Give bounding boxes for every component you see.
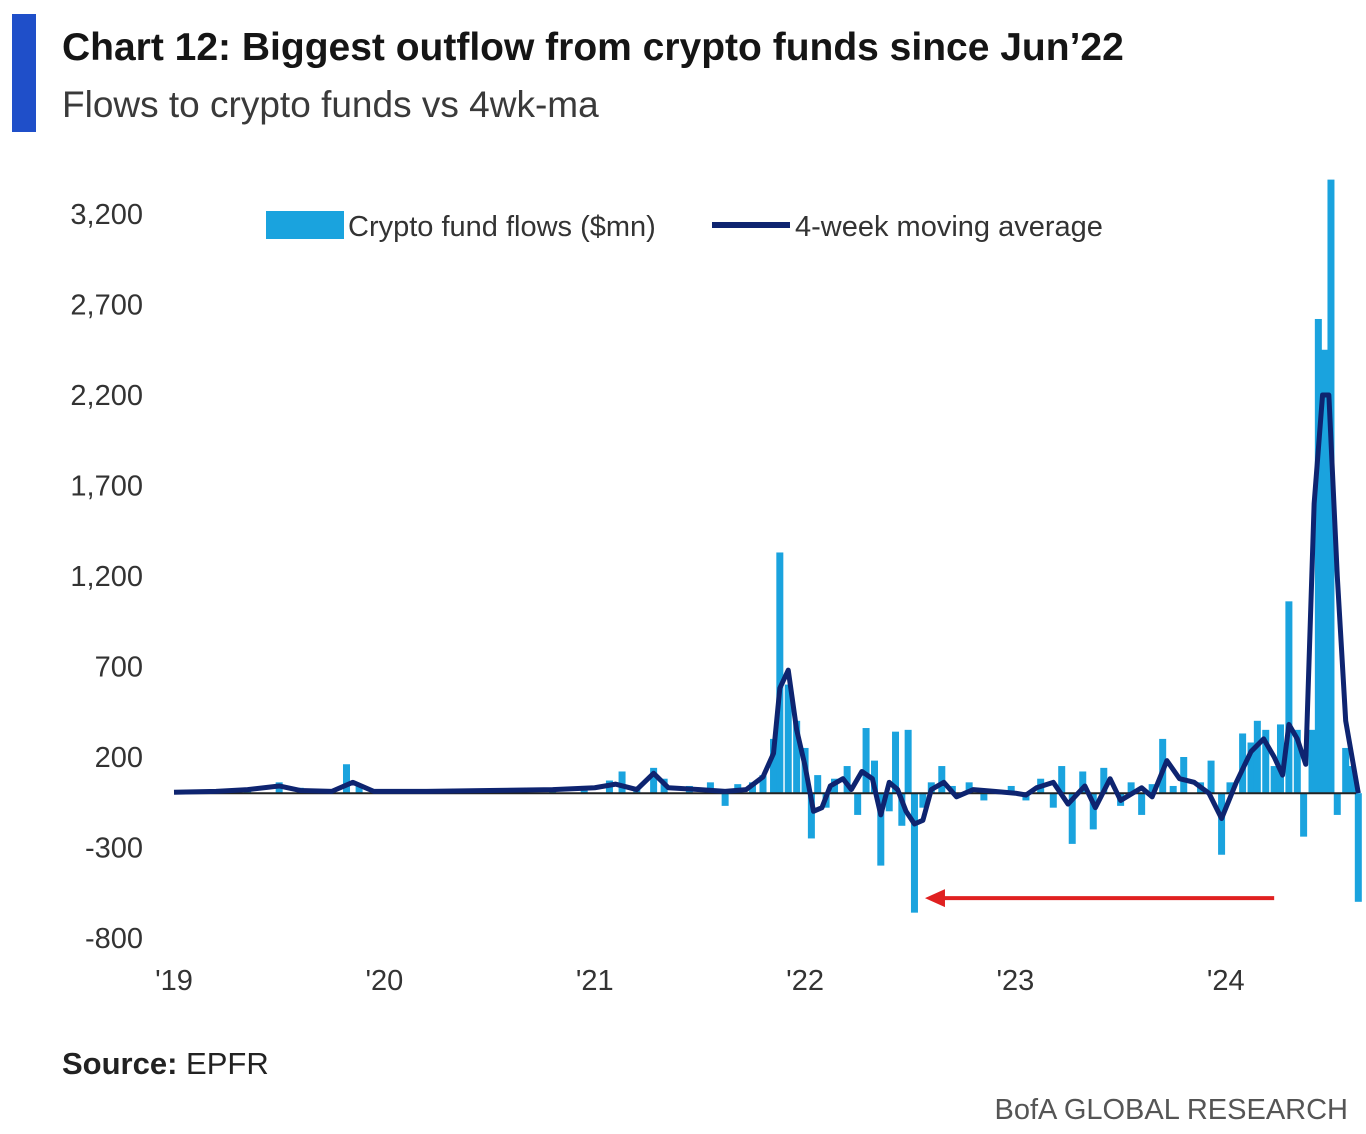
flow-bar — [1308, 729, 1316, 794]
legend: Crypto fund flows ($mn) 4-week moving av… — [266, 211, 1103, 243]
flow-bar — [1293, 729, 1301, 794]
flow-bar — [910, 793, 918, 913]
flow-bar — [784, 684, 792, 794]
annotation-arrow — [924, 889, 1275, 908]
y-tick-label: 2,700 — [70, 290, 143, 322]
source-note: Source: EPFR — [62, 1046, 269, 1082]
x-tick-label: '22 — [786, 965, 824, 997]
title-accent-bar — [12, 14, 36, 132]
flow-bar — [1138, 793, 1146, 815]
flow-bar — [1342, 747, 1350, 794]
flow-bar — [342, 764, 350, 794]
flow-bar — [1314, 318, 1322, 794]
x-tick-label: '24 — [1207, 965, 1245, 997]
flow-bar — [1148, 784, 1156, 794]
chart-subtitle: Flows to crypto funds vs 4wk-ma — [62, 84, 599, 125]
y-tick-label: 1,700 — [70, 471, 143, 503]
x-tick-label: '19 — [155, 965, 193, 997]
flow-bar — [1226, 782, 1234, 794]
flow-bar — [1276, 724, 1284, 794]
x-tick-label: '21 — [576, 965, 614, 997]
flow-bar — [843, 766, 851, 794]
flow-bar — [793, 720, 801, 794]
y-tick-label: -800 — [85, 923, 143, 955]
flow-bar — [1180, 757, 1188, 794]
flow-bar — [1253, 720, 1261, 794]
y-tick-label: 1,200 — [70, 561, 143, 593]
moving-average-line — [173, 392, 1361, 827]
flow-bar — [892, 731, 900, 794]
annotation-arrow-head — [924, 889, 945, 908]
legend-label-line: 4-week moving average — [795, 211, 1103, 243]
flow-bar — [862, 728, 870, 794]
chart-area: Crypto fund flows ($mn) 4-week moving av… — [70, 179, 1362, 997]
y-axis: 3,200 2,700 2,200 1,700 1,200 700 200 -300 -800 — [70, 199, 143, 955]
flow-bar — [980, 793, 988, 801]
flow-bar — [877, 793, 885, 866]
chart-title: Chart 12: Biggest outflow from crypto fu… — [62, 26, 1124, 69]
flow-bar — [1285, 601, 1293, 794]
flow-bar — [1127, 782, 1135, 794]
flow-bar — [1007, 785, 1015, 794]
flow-bar — [1262, 729, 1270, 794]
x-tick-label: '23 — [997, 965, 1035, 997]
flow-bar — [776, 552, 784, 794]
flow-bar — [898, 793, 906, 826]
source-label: Source: — [62, 1046, 178, 1081]
y-tick-label: 2,200 — [70, 380, 143, 412]
flow-bar — [904, 729, 912, 794]
flow-bar — [1079, 771, 1087, 794]
y-tick-label: 3,200 — [70, 199, 143, 231]
flow-bar — [1354, 793, 1362, 902]
y-tick-label: -300 — [85, 833, 143, 865]
y-tick-label: 200 — [95, 742, 143, 774]
x-tick-label: '20 — [365, 965, 403, 997]
flow-bar — [965, 782, 973, 794]
flow-bar — [1169, 785, 1177, 794]
flow-bar — [759, 775, 767, 794]
flow-bar — [1049, 793, 1057, 808]
flow-bar — [870, 760, 878, 794]
bar-series — [181, 179, 1362, 913]
flow-bar — [938, 766, 946, 794]
flow-bar — [1089, 793, 1097, 830]
flow-bar — [1068, 793, 1076, 844]
flow-bar — [885, 793, 893, 812]
flow-bar — [1058, 766, 1066, 794]
legend-swatch-bars — [266, 211, 344, 239]
flow-bar — [1247, 742, 1255, 794]
flow-bar — [807, 793, 815, 839]
flow-bar — [650, 767, 658, 794]
y-tick-label: 700 — [95, 652, 143, 684]
flow-bar — [1270, 766, 1278, 794]
legend-label-bars: Crypto fund flows ($mn) — [348, 211, 656, 243]
flow-bar — [1300, 793, 1308, 837]
brand-footer: BofA GLOBAL RESEARCH — [994, 1094, 1348, 1126]
flow-bar — [814, 775, 822, 794]
flow-bar — [721, 793, 729, 806]
flow-bar — [919, 793, 927, 808]
flow-bar — [355, 784, 363, 794]
flow-bar — [770, 738, 778, 794]
flow-bar — [1348, 766, 1356, 794]
flow-bar — [1239, 733, 1247, 794]
flow-bar — [1218, 793, 1226, 855]
source-value: EPFR — [186, 1046, 269, 1081]
flow-bar — [854, 793, 862, 815]
flow-bar — [1321, 349, 1329, 794]
flow-bar — [706, 782, 714, 794]
flow-bar — [1207, 760, 1215, 794]
x-axis: '19 '20 '21 '22 '23 '24 — [155, 965, 1245, 997]
flow-bar — [618, 771, 626, 794]
flow-bar — [1333, 793, 1341, 815]
flow-bar — [1100, 767, 1108, 794]
